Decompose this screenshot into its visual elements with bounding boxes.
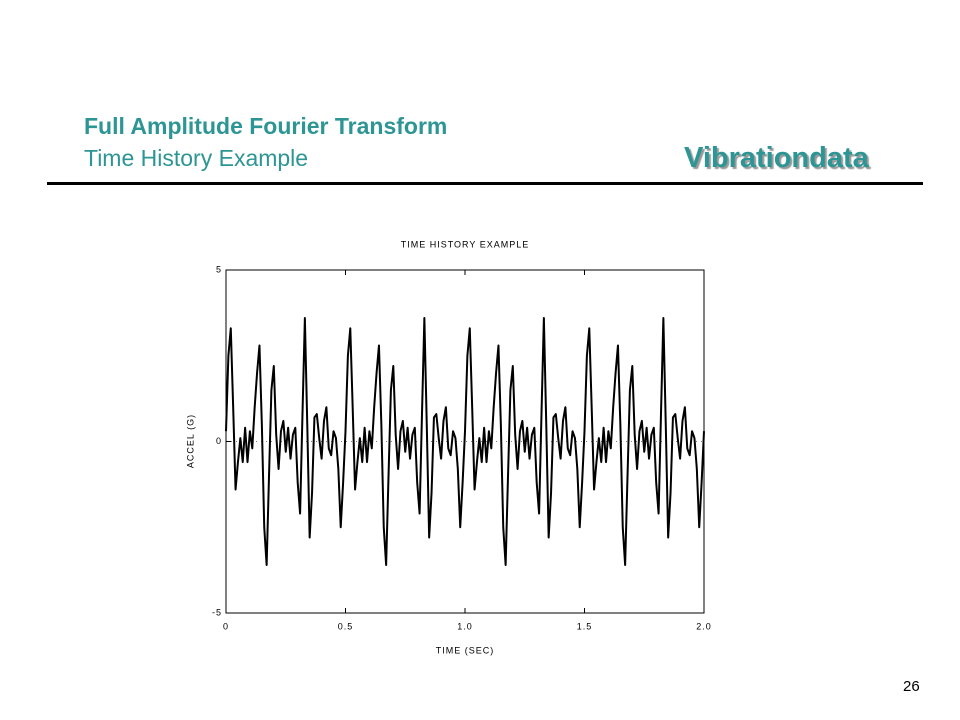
x-axis-label: TIME (SEC) — [436, 645, 495, 655]
page-number: 26 — [903, 678, 920, 695]
y-tick-label: -5 — [212, 607, 222, 617]
y-axis-label: ACCEL (G) — [185, 414, 195, 468]
data-line — [225, 317, 705, 566]
y-tick-label: 0 — [216, 436, 222, 446]
slide-subtitle: Time History Example — [84, 145, 309, 171]
slide-title: Full Amplitude Fourier Transform — [84, 113, 448, 139]
x-tick-label: 1.0 — [457, 621, 473, 631]
x-tick-label: 2.0 — [696, 621, 712, 631]
brand: Vibrationdata — [684, 142, 869, 174]
x-tick-label: 0 — [223, 621, 229, 631]
header-rule — [47, 182, 923, 185]
x-tick-label: 0.5 — [338, 621, 354, 631]
chart-title: TIME HISTORY EXAMPLE — [401, 239, 530, 249]
x-tick-label: 1.5 — [577, 621, 593, 631]
y-tick-label: 5 — [216, 264, 222, 274]
